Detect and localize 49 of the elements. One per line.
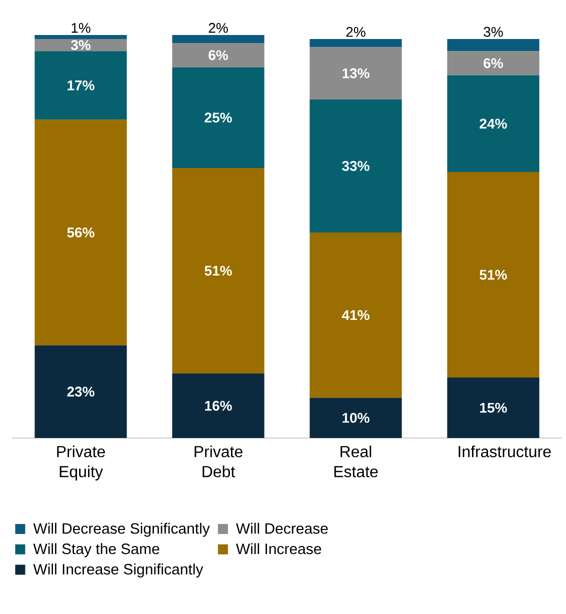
data-label: 6% — [484, 58, 503, 68]
data-label: 33% — [342, 160, 370, 171]
data-label: 51% — [480, 270, 507, 280]
bar — [172, 67, 264, 168]
bar — [310, 47, 402, 100]
bar — [172, 35, 264, 44]
data-label: 10% — [342, 412, 370, 423]
bar — [34, 51, 127, 120]
data-label: 56% — [67, 228, 94, 238]
legend-label: Will Increase Significantly — [33, 564, 204, 578]
bar — [310, 39, 402, 48]
bar — [447, 39, 540, 52]
bar — [172, 43, 264, 68]
data-label: 25% — [204, 112, 232, 123]
data-label: 51% — [204, 266, 232, 276]
data-label: 16% — [205, 400, 232, 411]
data-label: 1% — [72, 22, 90, 33]
data-label: 13% — [342, 68, 370, 78]
bar — [172, 374, 264, 438]
legend-label: Will Decrease — [236, 522, 328, 534]
legend-label: Will Stay the Same — [33, 543, 160, 558]
data-label: 3% — [70, 40, 90, 50]
x-tick-label: Private Debt — [194, 446, 242, 478]
data-label: 41% — [342, 310, 370, 320]
data-label: 6% — [208, 50, 228, 60]
bar — [447, 172, 540, 378]
bar — [447, 51, 540, 76]
data-label: 17% — [68, 80, 94, 90]
data-label: 2% — [346, 26, 366, 37]
x-tick-label: Infrastructure — [458, 446, 551, 458]
x-tick-label: Private Equity — [57, 446, 105, 480]
legend-label: Will Decrease Significantly — [33, 522, 210, 537]
data-label: 23% — [67, 386, 94, 397]
bar — [310, 232, 402, 398]
data-label: 15% — [480, 402, 507, 413]
bar — [447, 378, 540, 438]
data-label: 24% — [480, 118, 507, 129]
legend-label: Will Increase — [236, 543, 322, 554]
data-label: 3% — [484, 26, 503, 37]
x-tick-label: Real Estate — [334, 446, 378, 478]
bar — [310, 99, 402, 232]
bar — [172, 168, 264, 374]
data-label: 2% — [208, 22, 228, 33]
bar — [34, 345, 127, 438]
bar — [34, 120, 127, 346]
bar — [310, 398, 402, 438]
bar — [447, 75, 540, 172]
bar — [34, 39, 127, 52]
bar — [34, 35, 127, 40]
